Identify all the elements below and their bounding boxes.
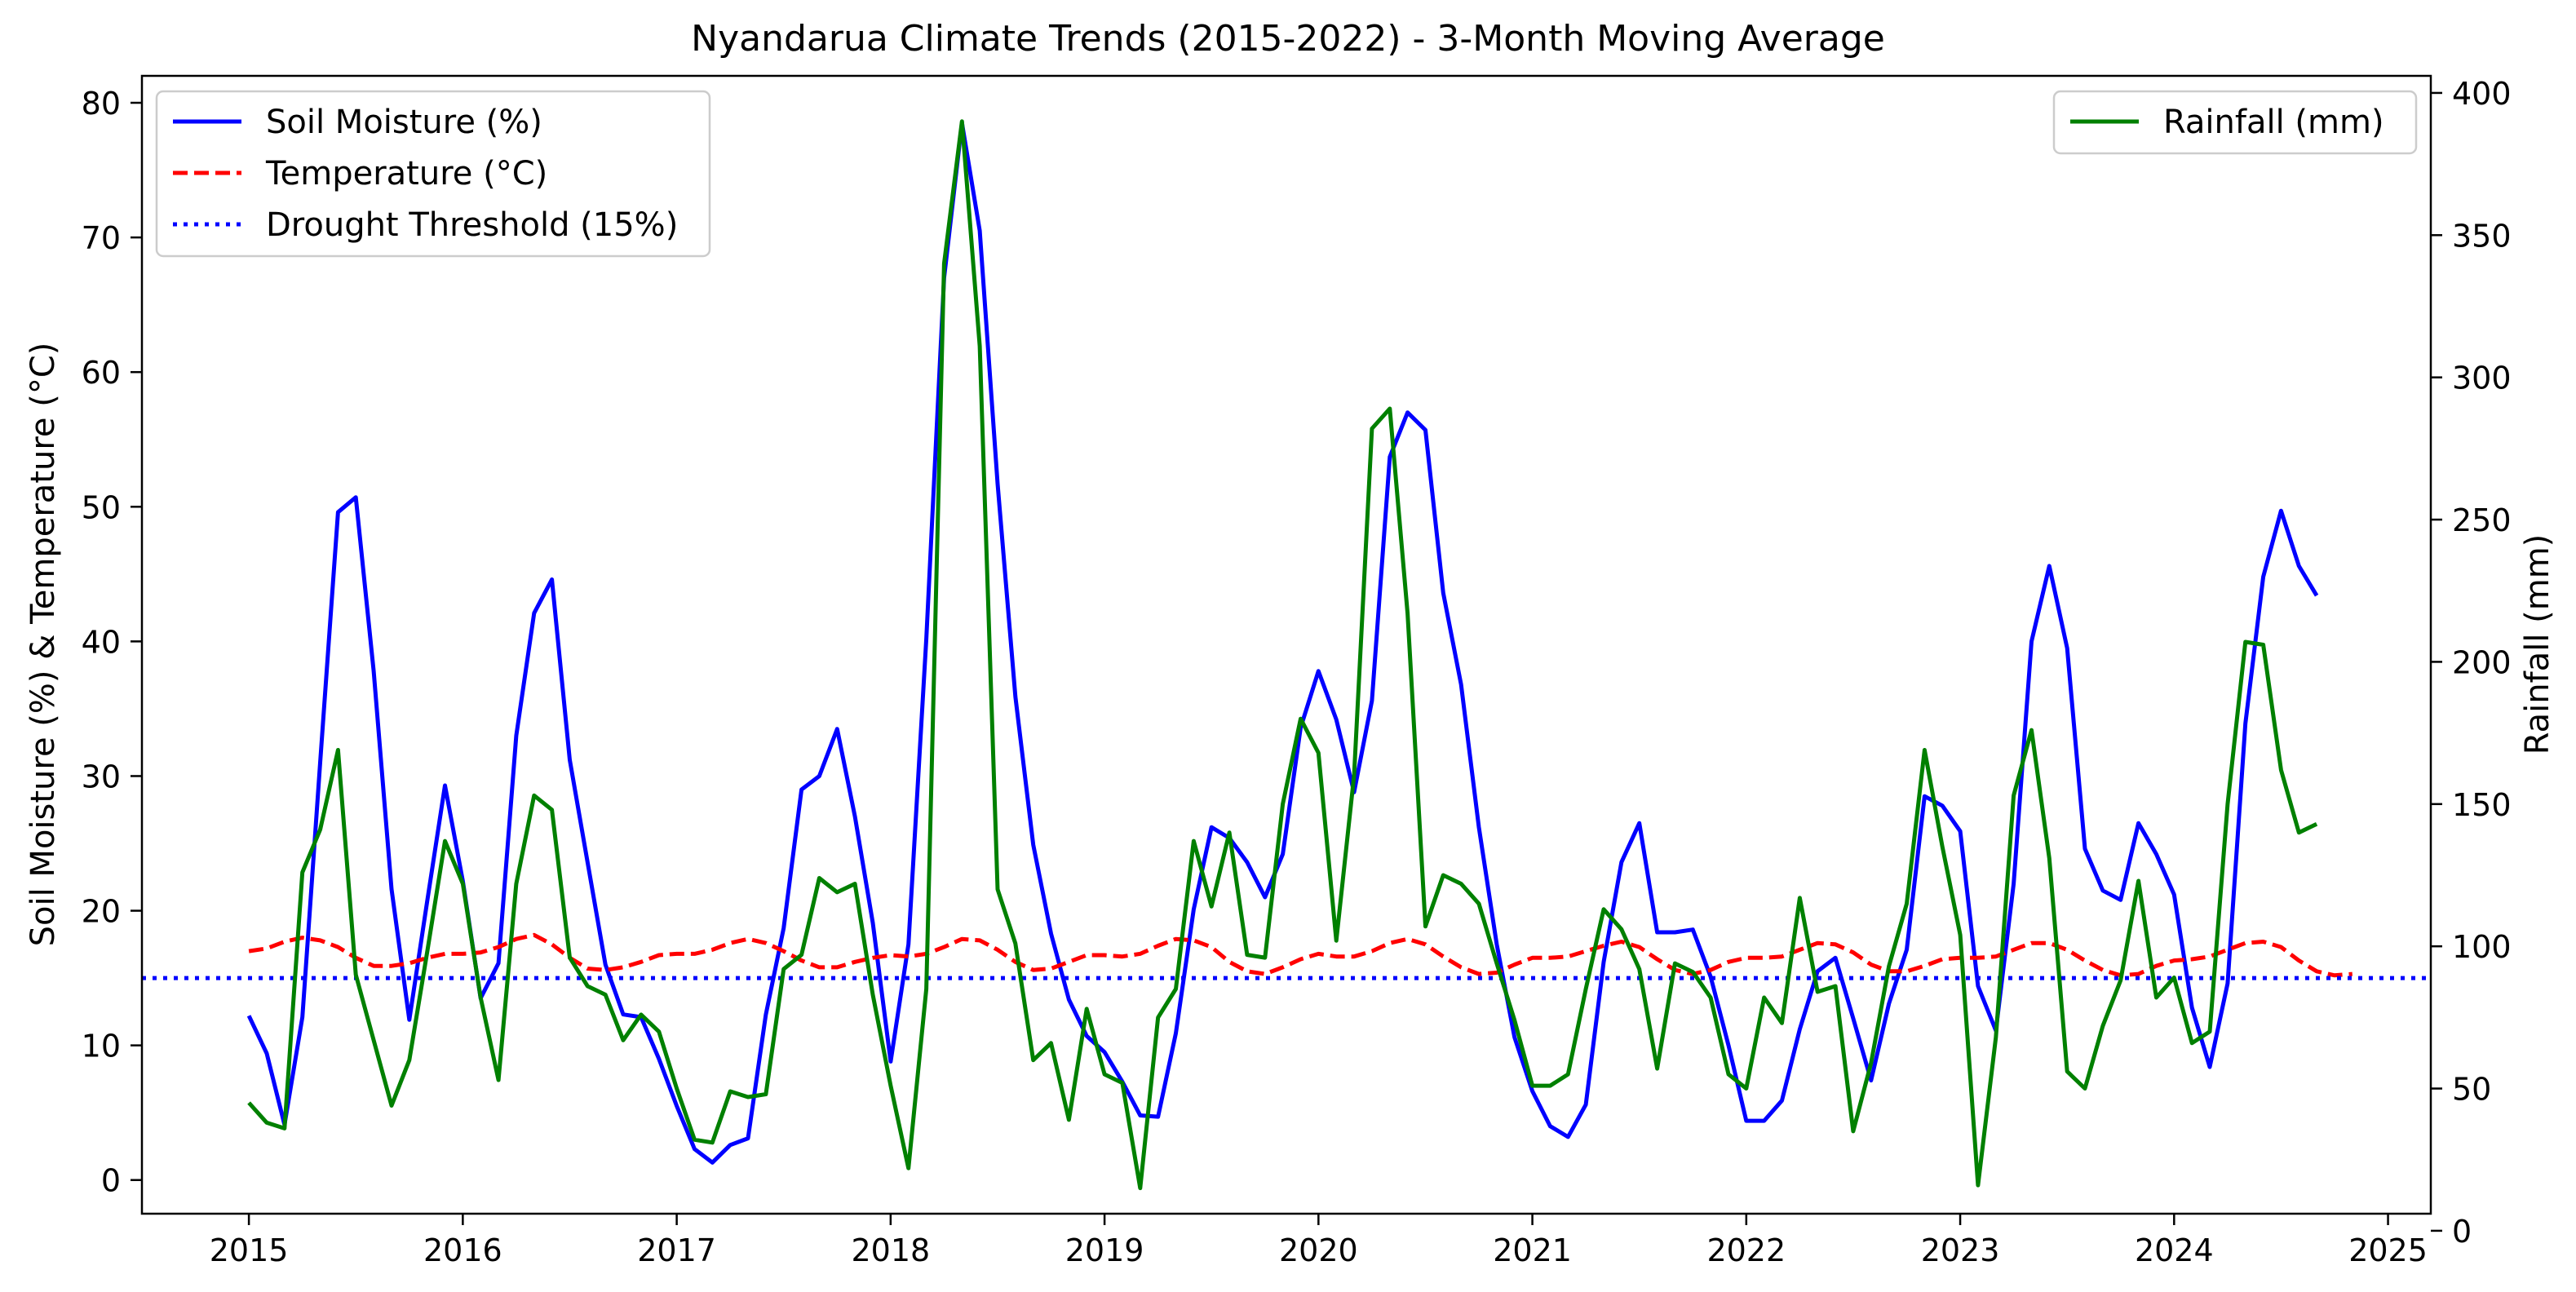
y-left-tick-label-60: 60 — [82, 355, 121, 391]
y-axis-left-label: Soil Moisture (%) & Temperature (°C) — [24, 343, 62, 947]
y-right-tick-label-350: 350 — [2452, 218, 2512, 254]
x-tick-label-2017: 2017 — [637, 1232, 716, 1268]
y-right-tick-label-400: 400 — [2452, 76, 2512, 112]
y-left-tick-label-30: 30 — [82, 759, 121, 794]
y-left-tick-label-40: 40 — [82, 624, 121, 660]
plot-frame — [140, 74, 2432, 1215]
y-right-tick-label-0: 0 — [2452, 1214, 2472, 1250]
y-right-tick-label-300: 300 — [2452, 361, 2512, 396]
series-line-soil-moisture — [246, 121, 2319, 1165]
series-layer — [142, 119, 2431, 1191]
y-left-tick-label-20: 20 — [82, 894, 121, 930]
y-axis-right: 0 50 100 150 200 250 300 350 400 — [2431, 76, 2512, 1250]
y-right-tick-label-100: 100 — [2452, 929, 2512, 965]
legend-left-box — [155, 90, 711, 258]
x-axis: 2015 2016 2017 2018 2019 2020 2021 2022 2023 2024… — [210, 1214, 2428, 1268]
y-right-tick-label-200: 200 — [2452, 644, 2512, 680]
x-tick-label-2021: 2021 — [1493, 1232, 1572, 1268]
x-tick-label-2024: 2024 — [2135, 1232, 2214, 1268]
x-tick-label-2019: 2019 — [1065, 1232, 1144, 1268]
y-left-tick-label-50: 50 — [82, 489, 121, 525]
y-right-tick-label-150: 150 — [2452, 787, 2512, 823]
x-tick-label-2020: 2020 — [1279, 1232, 1358, 1268]
y-left-tick-label-0: 0 — [101, 1163, 121, 1199]
y-right-tick-label-250: 250 — [2452, 502, 2512, 538]
x-tick-label-2018: 2018 — [851, 1232, 930, 1268]
y-left-tick-label-70: 70 — [82, 220, 121, 256]
legend-label-soil-moisture: Soil Moisture (%) — [266, 104, 542, 141]
legend-right: Rainfall (mm) — [2052, 90, 2418, 155]
legend-label-rainfall: Rainfall (mm) — [2163, 104, 2384, 141]
y-axis-right-label: Rainfall (mm) — [2519, 534, 2556, 755]
chart-title: Nyandarua Climate Trends (2015-2022) - 3… — [691, 18, 1885, 60]
legend-label-temperature: Temperature (°C) — [265, 155, 547, 192]
series-line-temperature-c — [248, 932, 2352, 978]
series-line-rainfall-mm — [247, 119, 2318, 1191]
y-left-tick-label-10: 10 — [82, 1029, 121, 1064]
x-tick-label-2023: 2023 — [1921, 1232, 2000, 1268]
x-tick-label-2015: 2015 — [210, 1232, 289, 1268]
x-tick-label-2025: 2025 — [2348, 1232, 2428, 1268]
legend-right-box — [2052, 90, 2418, 155]
x-tick-label-2016: 2016 — [423, 1232, 502, 1268]
y-left-tick-label-80: 80 — [82, 86, 121, 122]
x-tick-label-2022: 2022 — [1706, 1232, 1786, 1268]
legend-label-drought-threshold: Drought Threshold (15%) — [266, 206, 678, 244]
y-axis-left: 0 10 20 30 40 50 60 70 80 — [82, 86, 142, 1199]
legend-left: Soil Moisture (%) Temperature (°C) Droug… — [155, 90, 711, 258]
y-right-tick-label-50: 50 — [2452, 1072, 2491, 1108]
